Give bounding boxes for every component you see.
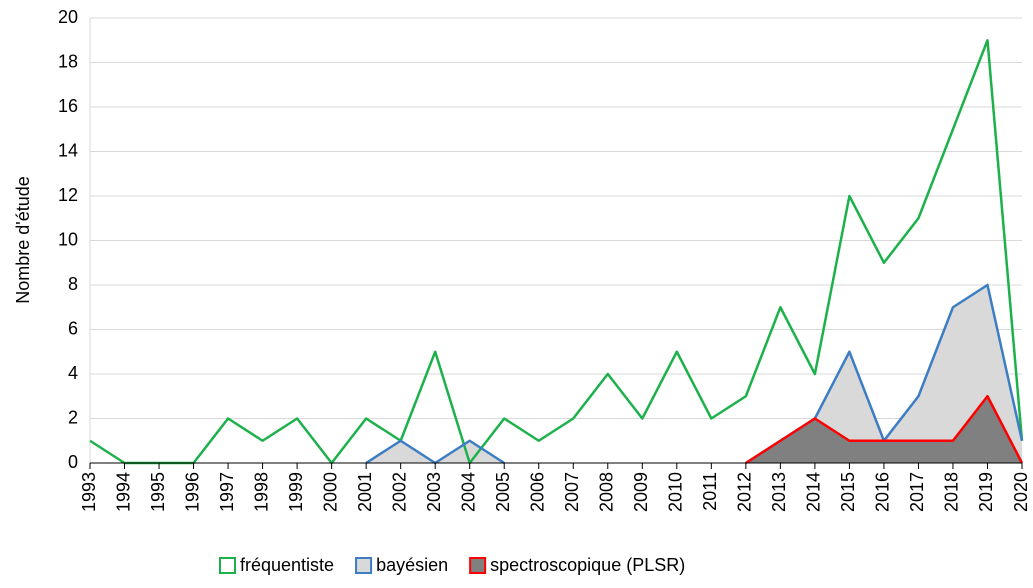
x-tick-label: 2006 (527, 472, 547, 512)
y-tick-label: 10 (58, 229, 78, 249)
y-tick-label: 4 (68, 363, 78, 383)
y-tick-label: 20 (58, 7, 78, 27)
x-tick-label: 2013 (769, 472, 789, 512)
x-tick-label: 2003 (424, 472, 444, 512)
x-tick-label: 2002 (389, 472, 409, 512)
y-tick-label: 18 (58, 51, 78, 71)
x-tick-label: 2014 (804, 472, 824, 512)
y-tick-label: 12 (58, 185, 78, 205)
x-tick-label: 2012 (735, 472, 755, 512)
y-tick-label: 16 (58, 96, 78, 116)
x-tick-label: 2019 (976, 472, 996, 512)
x-tick-label: 2005 (493, 472, 513, 512)
x-tick-label: 2008 (597, 472, 617, 512)
x-tick-label: 2009 (631, 472, 651, 512)
y-tick-label: 14 (58, 140, 78, 160)
area (366, 440, 505, 463)
x-tick-label: 1994 (113, 472, 133, 512)
x-tick-label: 2011 (700, 472, 720, 511)
legend-swatch (355, 557, 373, 574)
legend-swatch (469, 557, 487, 574)
y-tick-label: 2 (68, 407, 78, 427)
x-tick-label: 2004 (458, 472, 478, 512)
x-tick-label: 2017 (907, 472, 927, 512)
x-tick-label: 2020 (1011, 472, 1031, 512)
x-tick-label: 2015 (838, 472, 858, 512)
x-tick-label: 2007 (562, 472, 582, 512)
x-tick-label: 1993 (79, 472, 99, 512)
legend-label: bayésien (376, 555, 448, 575)
line (89, 39, 1024, 465)
x-tick-label: 1998 (251, 472, 271, 512)
x-tick-label: 1999 (286, 472, 306, 512)
x-tick-label: 2010 (666, 472, 686, 512)
x-tick-label: 1997 (217, 472, 237, 512)
line (745, 395, 1024, 465)
x-tick-label: 1995 (148, 472, 168, 512)
y-tick-label: 8 (68, 274, 78, 294)
legend-swatch (219, 557, 236, 574)
x-tick-label: 2001 (355, 472, 375, 512)
legend-label: fréquentiste (240, 555, 334, 575)
y-tick-label: 0 (68, 452, 78, 472)
y-axis-label: Nombre d'étude (13, 176, 33, 304)
x-tick-label: 1996 (182, 472, 202, 512)
area (745, 396, 1022, 463)
y-tick-label: 6 (68, 318, 78, 338)
legend-label: spectroscopique (PLSR) (490, 555, 685, 575)
x-tick-label: 2016 (873, 472, 893, 512)
x-tick-label: 2018 (942, 472, 962, 512)
x-tick-label: 2000 (320, 472, 340, 512)
